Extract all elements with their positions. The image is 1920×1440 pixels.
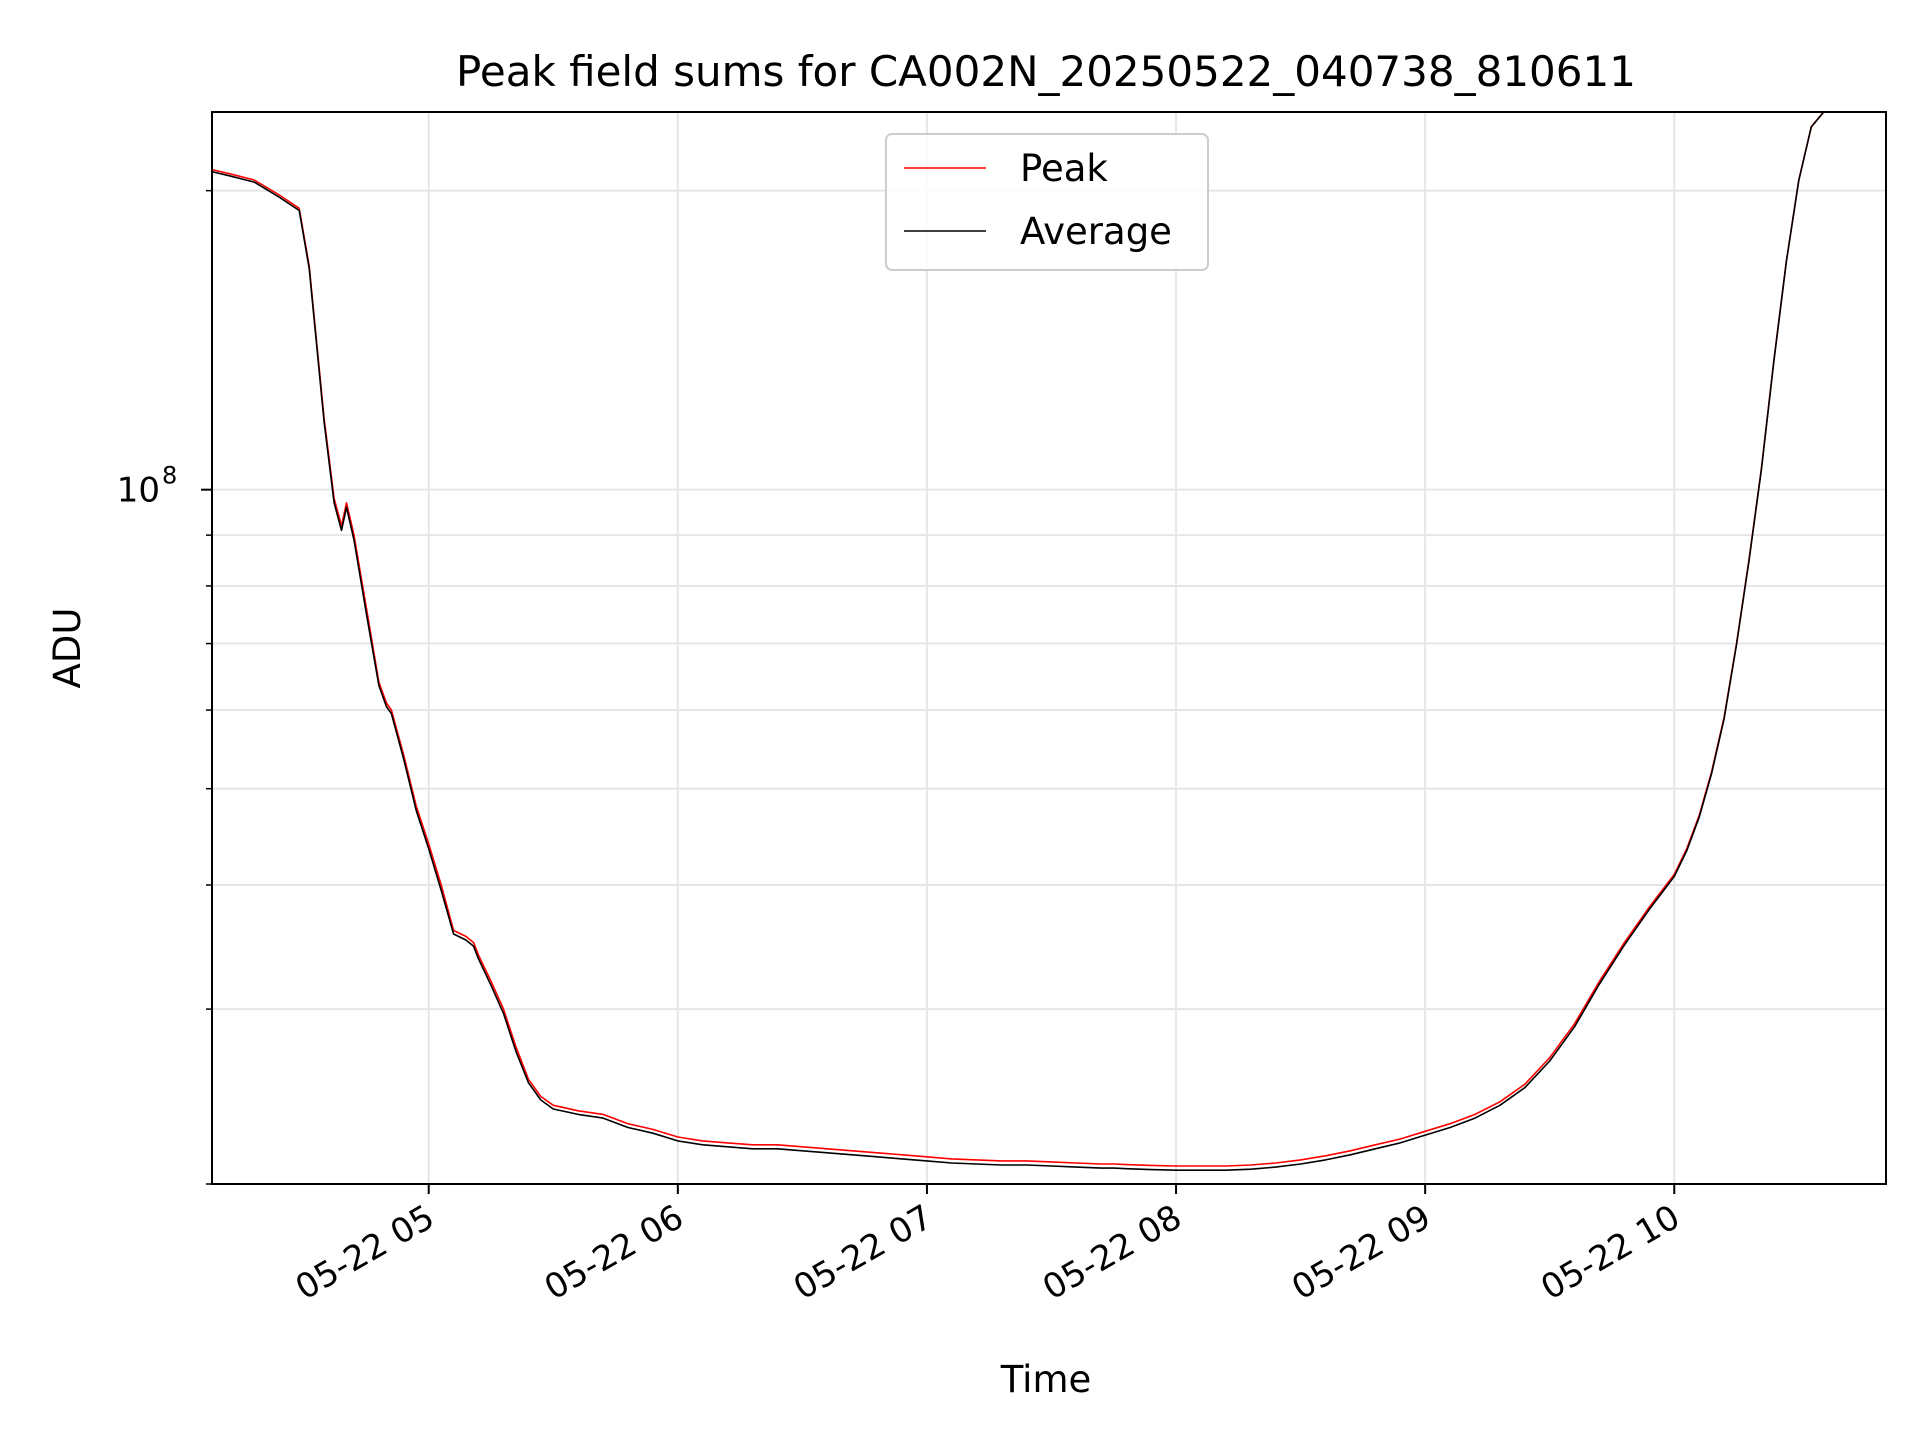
- series-line-peak: [212, 112, 1825, 1167]
- legend: Peak Average: [885, 133, 1209, 271]
- chart-title: Peak field sums for CA002N_20250522_0407…: [456, 47, 1636, 96]
- legend-average-label: Average: [1020, 210, 1172, 253]
- axes-frame: [211, 111, 1887, 1185]
- y-axis-label: ADU: [46, 608, 89, 689]
- legend-peak-label: Peak: [1020, 147, 1108, 190]
- y-tick-label-exponent: 8: [162, 462, 177, 490]
- series-lines: [212, 112, 1825, 1171]
- y-tick-label-base: 10: [117, 471, 160, 511]
- x-axis-label: Time: [1000, 1358, 1092, 1401]
- series-line-average: [212, 112, 1825, 1171]
